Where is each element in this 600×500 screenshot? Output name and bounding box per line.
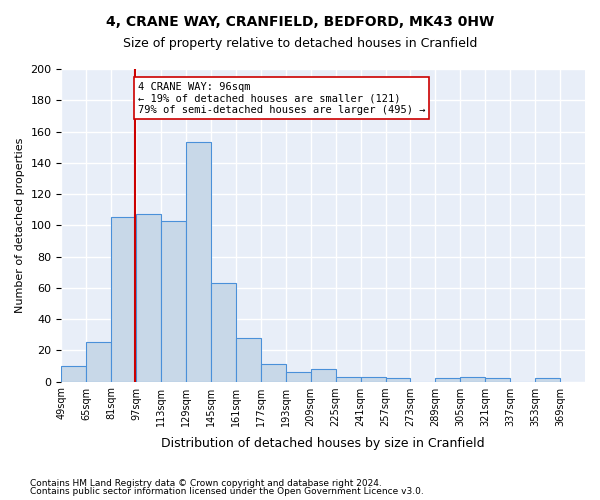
- Bar: [286, 372, 311, 382]
- Bar: [535, 378, 560, 382]
- Bar: [61, 366, 86, 382]
- Bar: [86, 342, 111, 382]
- Bar: [236, 338, 261, 382]
- Bar: [186, 142, 211, 382]
- Bar: [111, 218, 136, 382]
- Text: Contains HM Land Registry data © Crown copyright and database right 2024.: Contains HM Land Registry data © Crown c…: [30, 478, 382, 488]
- Bar: [485, 378, 510, 382]
- Bar: [361, 377, 386, 382]
- Text: Size of property relative to detached houses in Cranfield: Size of property relative to detached ho…: [123, 38, 477, 51]
- Y-axis label: Number of detached properties: Number of detached properties: [15, 138, 25, 313]
- Bar: [136, 214, 161, 382]
- Text: 4, CRANE WAY, CRANFIELD, BEDFORD, MK43 0HW: 4, CRANE WAY, CRANFIELD, BEDFORD, MK43 0…: [106, 15, 494, 29]
- Bar: [311, 369, 335, 382]
- Bar: [335, 377, 361, 382]
- X-axis label: Distribution of detached houses by size in Cranfield: Distribution of detached houses by size …: [161, 437, 485, 450]
- Bar: [386, 378, 410, 382]
- Bar: [261, 364, 286, 382]
- Bar: [460, 377, 485, 382]
- Bar: [211, 283, 236, 382]
- Text: Contains public sector information licensed under the Open Government Licence v3: Contains public sector information licen…: [30, 487, 424, 496]
- Bar: [161, 220, 186, 382]
- Bar: [436, 378, 460, 382]
- Text: 4 CRANE WAY: 96sqm
← 19% of detached houses are smaller (121)
79% of semi-detach: 4 CRANE WAY: 96sqm ← 19% of detached hou…: [138, 82, 425, 114]
